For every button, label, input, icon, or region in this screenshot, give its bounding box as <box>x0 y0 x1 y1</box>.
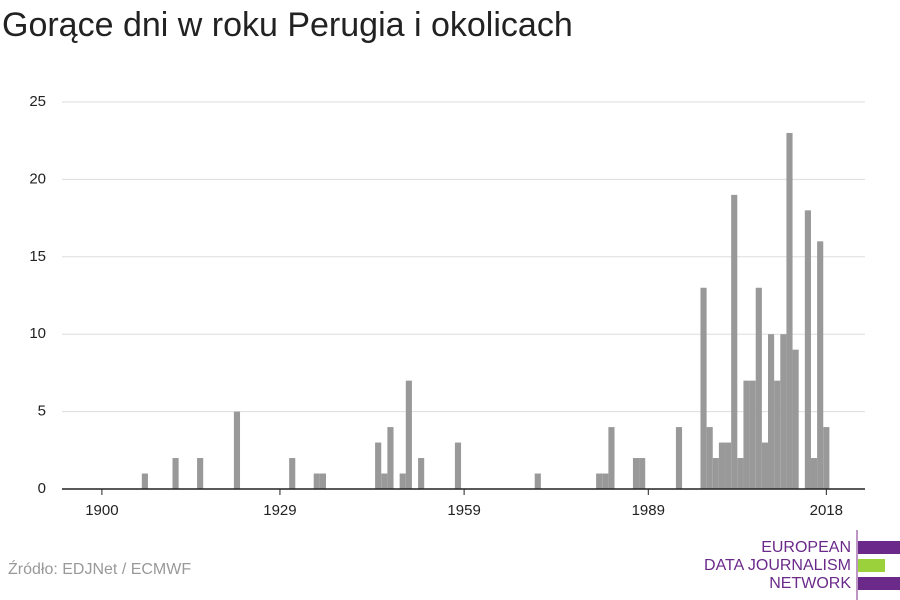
logo-bar <box>858 577 900 590</box>
bar <box>418 458 425 489</box>
bar <box>381 473 388 489</box>
bar <box>743 380 750 489</box>
chart-title: Gorące dni w roku Perugia i okolicach <box>2 6 573 44</box>
logo-text: DATA JOURNALISM <box>704 557 851 574</box>
bar <box>387 427 394 489</box>
bar <box>632 458 640 489</box>
y-tick-label: 20 <box>29 170 46 187</box>
source: Źródło: EDJNet / ECMWF <box>8 559 191 578</box>
bar <box>768 334 775 489</box>
bar <box>639 458 646 489</box>
bar <box>755 287 762 489</box>
x-tick-label: 1959 <box>447 502 480 519</box>
x-tick-label: 2018 <box>810 502 843 519</box>
bar <box>399 473 406 489</box>
logo-bar <box>858 541 900 554</box>
bar <box>289 458 296 489</box>
bar <box>712 458 719 489</box>
bar <box>608 427 615 489</box>
bar <box>405 380 412 489</box>
bar <box>706 427 713 489</box>
y-tick-label: 15 <box>29 248 46 265</box>
bar <box>725 442 732 489</box>
bar <box>761 442 769 489</box>
bar <box>596 473 603 489</box>
bar <box>675 427 683 489</box>
logo-text: EUROPEAN <box>761 539 851 556</box>
x-tick-label: 1929 <box>263 502 296 519</box>
bar <box>786 132 793 489</box>
y-tick-label: 25 <box>29 93 46 110</box>
bar <box>810 458 818 489</box>
y-tick-label: 5 <box>38 403 46 420</box>
bar <box>197 458 204 489</box>
bar <box>233 411 241 489</box>
bar <box>602 473 609 489</box>
bar <box>780 334 787 489</box>
bar <box>375 442 382 489</box>
bar <box>454 442 462 489</box>
y-tick-label: 0 <box>38 480 46 497</box>
bar <box>172 458 179 489</box>
bar <box>817 241 824 489</box>
bar <box>737 458 744 489</box>
bar <box>700 287 707 489</box>
bar <box>534 473 541 489</box>
bar <box>313 473 320 489</box>
bar <box>141 473 148 489</box>
x-tick-label: 1900 <box>85 502 118 519</box>
bar <box>804 210 811 490</box>
bar <box>823 427 830 489</box>
bar <box>792 349 799 489</box>
x-tick-label: 1989 <box>632 502 665 519</box>
bar <box>749 380 756 489</box>
logo-text: NETWORK <box>769 575 851 592</box>
bar <box>774 380 781 489</box>
bar <box>718 442 726 489</box>
bar <box>319 473 326 489</box>
bar <box>731 194 738 489</box>
y-tick-label: 10 <box>29 325 46 342</box>
logo-bar <box>858 559 885 572</box>
